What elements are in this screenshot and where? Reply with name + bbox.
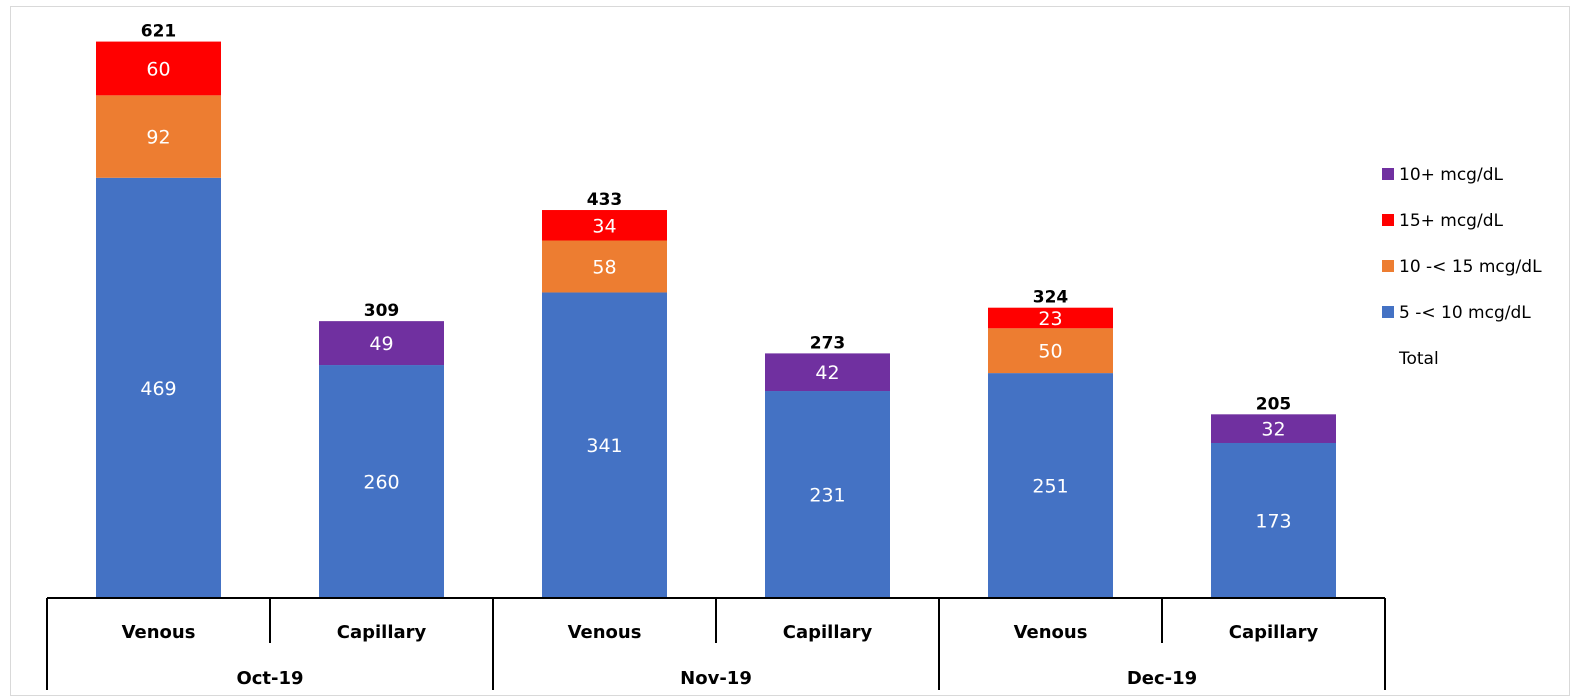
data-label: 251: [1032, 476, 1068, 498]
bar-segment: [988, 328, 1113, 374]
bar-segment: [765, 353, 890, 392]
data-label: 60: [146, 58, 170, 80]
data-label: 32: [1261, 419, 1285, 441]
x-tick-label: Capillary: [337, 622, 427, 643]
legend-swatch: [1382, 306, 1394, 318]
legend-item: 15+ mcg/dL: [1399, 211, 1503, 231]
x-tick-label: Venous: [1014, 622, 1088, 643]
bar-segment: [96, 41, 221, 96]
data-label: 34: [592, 215, 616, 237]
data-label: 231: [809, 485, 845, 507]
bar-segment: [1211, 414, 1336, 443]
x-tick-label: Venous: [122, 622, 196, 643]
group-label: Nov-19: [680, 668, 752, 689]
data-label: 23: [1038, 308, 1062, 330]
group-label: Oct-19: [236, 668, 303, 689]
data-label: 50: [1038, 341, 1062, 363]
total-label: 433: [587, 190, 623, 210]
legend-item: 10 -< 15 mcg/dL: [1399, 257, 1542, 277]
bar-segment: [542, 210, 667, 241]
legend-item: Total: [1398, 349, 1439, 369]
data-label: 42: [815, 362, 839, 384]
data-label: 58: [592, 256, 616, 278]
data-label: 341: [586, 435, 622, 457]
bar-segment: [1211, 442, 1336, 598]
bar-segment: [542, 240, 667, 293]
legend-swatch: [1382, 168, 1394, 180]
total-label: 309: [364, 301, 400, 321]
bar-segment: [96, 177, 221, 598]
legend-item: 10+ mcg/dL: [1399, 165, 1503, 185]
data-label: 260: [363, 472, 399, 494]
bar-segment: [96, 95, 221, 178]
data-label: 92: [146, 127, 170, 149]
total-label: 621: [141, 22, 177, 42]
x-tick-label: Capillary: [1229, 622, 1319, 643]
group-label: Dec-19: [1127, 668, 1197, 689]
data-label: 49: [369, 333, 393, 355]
bar-segment: [988, 373, 1113, 598]
legend-swatch: [1382, 214, 1394, 226]
bar-segment: [542, 292, 667, 598]
total-label: 273: [810, 333, 846, 353]
legend-item: 5 -< 10 mcg/dL: [1399, 303, 1531, 323]
bar-segment: [319, 365, 444, 598]
bar-segment: [765, 391, 890, 598]
data-label: 173: [1255, 510, 1291, 532]
x-tick-label: Venous: [568, 622, 642, 643]
x-tick-label: Capillary: [783, 622, 873, 643]
total-label: 324: [1033, 288, 1069, 308]
data-label: 469: [140, 378, 176, 400]
bar-segment: [319, 321, 444, 366]
legend-swatch: [1382, 260, 1394, 272]
total-label: 205: [1256, 394, 1292, 414]
bar-segment: [988, 307, 1113, 329]
